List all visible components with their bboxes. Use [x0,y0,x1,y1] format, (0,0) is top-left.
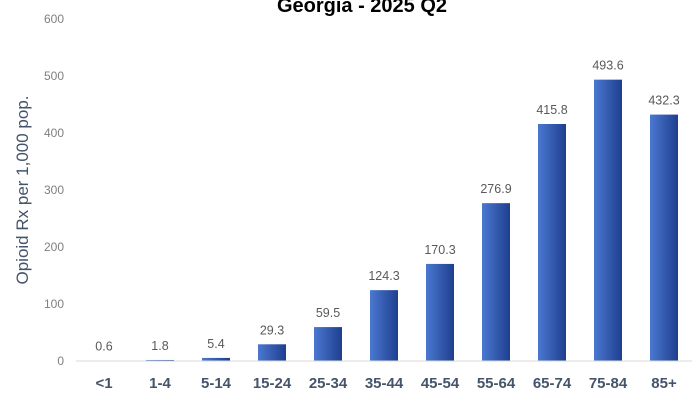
data-label: 0.6 [95,340,112,354]
data-label: 276.9 [480,182,511,196]
bar [314,327,342,361]
x-tick-label: 75-84 [589,375,628,392]
bar [370,290,398,361]
bar [538,123,566,361]
x-tick-label: 35-44 [365,375,404,392]
x-axis-ticks: <1 1-4 5-14 15-24 25-34 35-44 45-54 55-64 65-74 7… [95,375,677,392]
x-tick-label: 25-34 [309,375,348,392]
bar [202,357,230,361]
data-labels: 0.6 1.8 5.4 29.3 59.5 124.3 170.3 276.9 415.8 493… [95,59,679,354]
chart-title: Georgia - 2025 Q2 [277,0,447,17]
y-axis-label: Opioid Rx per 1,000 pop. [13,95,32,284]
data-label: 29.3 [260,323,284,337]
x-tick-label: 45-54 [421,375,460,392]
y-tick-label: 100 [44,297,64,311]
data-label: 5.4 [207,337,224,351]
data-label: 1.8 [151,339,168,353]
bar [594,79,622,361]
x-tick-label: <1 [95,375,112,392]
y-tick-label: 400 [44,126,64,140]
y-axis-ticks: 0 100 200 300 400 500 600 [44,12,64,368]
bar [146,359,174,361]
data-label: 59.5 [316,306,340,320]
data-label: 170.3 [424,243,455,257]
bar [258,344,286,361]
data-label: 415.8 [536,103,567,117]
x-tick-label: 55-64 [477,375,516,392]
y-tick-label: 200 [44,240,64,254]
y-tick-label: 600 [44,12,64,26]
bar [426,263,454,361]
data-label: 432.3 [648,94,679,108]
y-tick-label: 0 [57,354,64,368]
x-tick-label: 5-14 [201,375,232,392]
bars [90,79,678,362]
data-label: 493.6 [592,59,623,73]
x-tick-label: 1-4 [149,375,171,392]
x-tick-label: 65-74 [533,375,572,392]
bar [650,114,678,362]
y-tick-label: 500 [44,69,64,83]
bar [482,203,510,361]
x-tick-label: 15-24 [253,375,292,392]
data-label: 124.3 [368,269,399,283]
y-tick-label: 300 [44,183,64,197]
x-tick-label: 85+ [651,375,677,392]
